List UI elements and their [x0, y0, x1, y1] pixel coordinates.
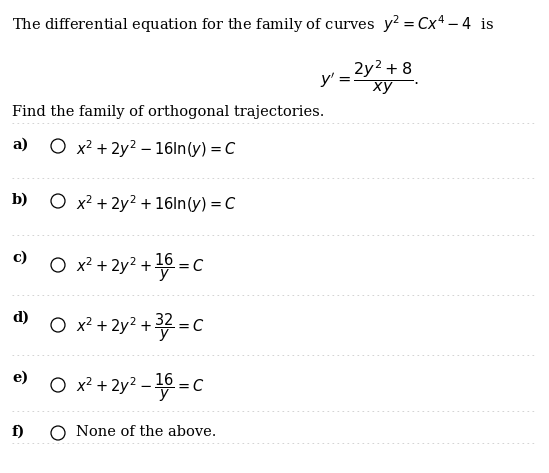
Text: $x^2 + 2y^2 + 16\ln(y) = C$: $x^2 + 2y^2 + 16\ln(y) = C$: [76, 193, 237, 215]
Text: b): b): [12, 193, 29, 207]
Text: f): f): [12, 425, 25, 439]
Text: $y' = \dfrac{2y^2 + 8}{xy}.$: $y' = \dfrac{2y^2 + 8}{xy}.$: [320, 58, 419, 96]
Text: $x^2 + 2y^2 - \dfrac{16}{y} = C$: $x^2 + 2y^2 - \dfrac{16}{y} = C$: [76, 371, 205, 403]
Text: $x^2 + 2y^2 + \dfrac{16}{y} = C$: $x^2 + 2y^2 + \dfrac{16}{y} = C$: [76, 251, 205, 283]
Text: $x^2 + 2y^2 + \dfrac{32}{y} = C$: $x^2 + 2y^2 + \dfrac{32}{y} = C$: [76, 311, 205, 343]
Text: d): d): [12, 311, 29, 325]
Text: None of the above.: None of the above.: [76, 425, 216, 439]
Text: $x^2 + 2y^2 - 16\ln(y) = C$: $x^2 + 2y^2 - 16\ln(y) = C$: [76, 138, 237, 160]
Text: c): c): [12, 251, 28, 265]
Text: a): a): [12, 138, 29, 152]
Text: Find the family of orthogonal trajectories.: Find the family of orthogonal trajectori…: [12, 105, 324, 119]
Text: e): e): [12, 371, 28, 385]
Text: The differential equation for the family of curves  $y^2 = Cx^4 - 4$  is: The differential equation for the family…: [12, 13, 494, 35]
